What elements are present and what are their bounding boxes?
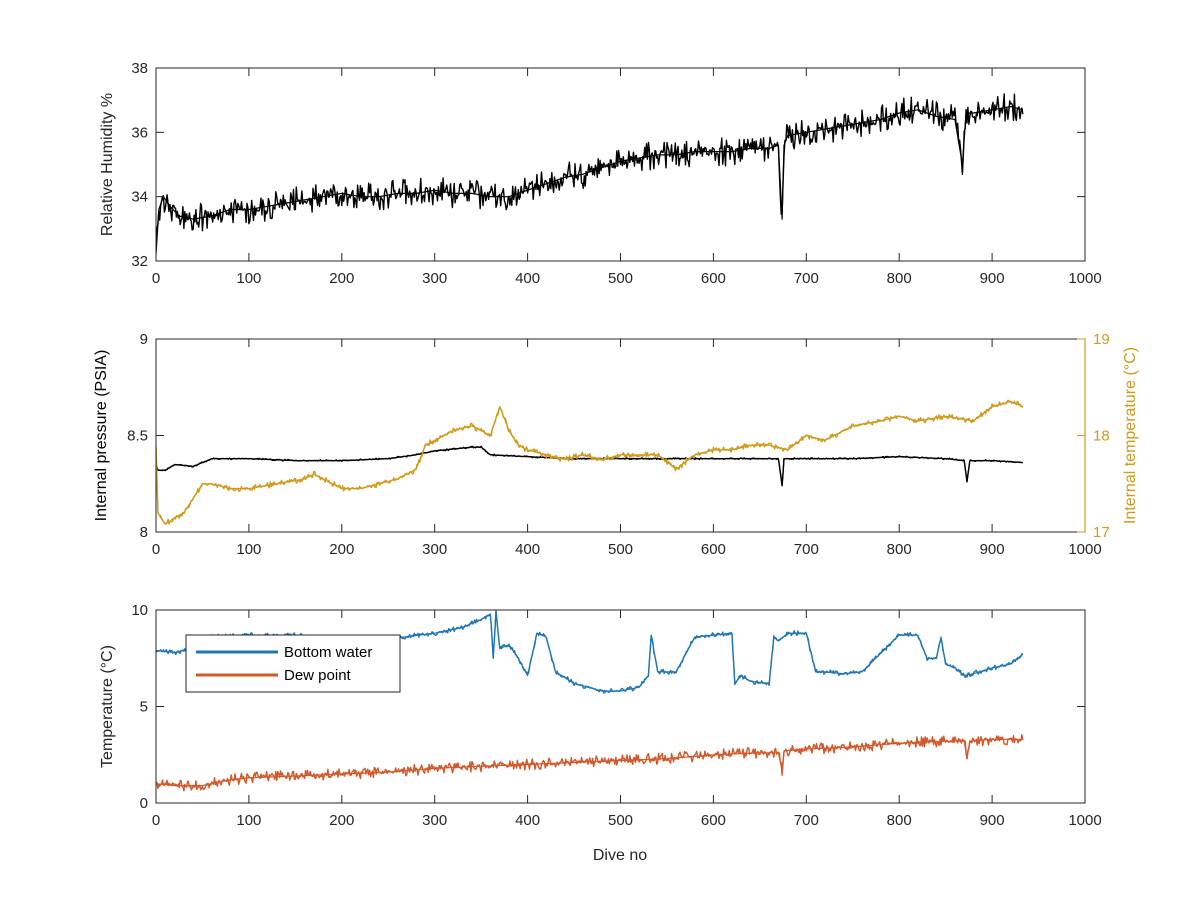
- x-tick-label: 700: [794, 541, 819, 558]
- legend: Bottom water Dew point: [185, 634, 401, 693]
- x-tick-label: 600: [701, 541, 726, 558]
- y-tick-label: 34: [131, 189, 148, 206]
- subplots: 0 100 200 300 400 500 600 700 800 900 100032343638…: [93, 60, 1139, 829]
- x-tick-label: 900: [980, 541, 1005, 558]
- x-tick-label: 900: [980, 812, 1005, 829]
- internal-temperature-series-line: [156, 399, 1024, 525]
- subplot-1: 0 100 200 300 400 500 600 700 800 900 1000 32 34 36 38…: [99, 60, 1102, 287]
- dew-point-series-trend: [156, 738, 1023, 787]
- y-tick-label: 32: [131, 253, 148, 270]
- y2-tick-label: 17: [1093, 524, 1110, 541]
- y2-tick-label: 18: [1093, 428, 1110, 445]
- y-tick-label: 8: [140, 524, 148, 541]
- legend-label: Dew point: [284, 667, 352, 684]
- humidity-series-trend: [156, 105, 1023, 255]
- internal-temperature-series-trend: [156, 401, 1024, 525]
- bottom-water-series-trend: [156, 611, 1024, 692]
- x-tick-label: 100: [236, 270, 261, 287]
- y-tick-label: 0: [140, 795, 148, 812]
- x-tick-label: 1000: [1068, 541, 1101, 558]
- y-axis-label: Temperature (°C): [99, 645, 116, 768]
- x-tick-label: 400: [515, 270, 540, 287]
- x-tick-label: 100: [236, 812, 261, 829]
- x-tick-label: 300: [422, 812, 447, 829]
- y-axis-label: Internal pressure (PSIA): [93, 350, 110, 522]
- x-tick-label: 0: [152, 541, 160, 558]
- subplot-3: 0 100 200 300 400 500 600 700 800 900 1000 0 5 10 Temp…: [99, 602, 1102, 829]
- plot-area-3: [156, 610, 1024, 792]
- y-tick-label: 38: [131, 60, 148, 77]
- y-tick-label: 5: [140, 699, 148, 716]
- legend-label: Bottom water: [284, 644, 372, 661]
- y-axis-label: Relative Humidity %: [99, 93, 116, 236]
- x-tick-label: 500: [608, 541, 633, 558]
- x-tick-label: 900: [980, 270, 1005, 287]
- x-tick-label: 400: [515, 541, 540, 558]
- x-tick-label: 200: [329, 812, 354, 829]
- x-axis-label: Dive no: [593, 847, 647, 864]
- x-tick-label: 100: [236, 541, 261, 558]
- subplot-2: 0 100 200 300 400 500 600 700 800 900 1000 8 8.5 9 17 1…: [93, 331, 1139, 558]
- plot-area-1: [156, 93, 1024, 255]
- y2-tick-label: 19: [1093, 331, 1110, 348]
- x-tick-label: 500: [608, 812, 633, 829]
- x-tick-label: 0: [152, 812, 160, 829]
- x-tick-label: 200: [329, 270, 354, 287]
- x-tick-label: 0: [152, 270, 160, 287]
- legend-box: [185, 634, 401, 693]
- x-tick-label: 400: [515, 812, 540, 829]
- x-tick-label: 700: [794, 270, 819, 287]
- y-tick-label: 36: [131, 124, 148, 141]
- x-tick-label: 500: [608, 270, 633, 287]
- x-tick-label: 800: [887, 270, 912, 287]
- x-tick-label: 1000: [1068, 270, 1101, 287]
- x-tick-label: 800: [887, 812, 912, 829]
- x-tick-label: 200: [329, 541, 354, 558]
- y-tick-label: 9: [140, 331, 148, 348]
- x-tick-label: 600: [701, 270, 726, 287]
- x-tick-label: 700: [794, 812, 819, 829]
- x-tick-label: 1000: [1068, 812, 1101, 829]
- plot-area-2: [156, 399, 1024, 525]
- y-tick-label: 10: [131, 602, 148, 619]
- y2-axis-label: Internal temperature (°C): [1122, 347, 1139, 524]
- x-tick-label: 800: [887, 541, 912, 558]
- x-tick-label: 300: [422, 270, 447, 287]
- x-tick-label: 600: [701, 812, 726, 829]
- y-tick-label: 8.5: [127, 428, 148, 445]
- humidity-series-line: [156, 93, 1024, 251]
- x-tick-label: 300: [422, 541, 447, 558]
